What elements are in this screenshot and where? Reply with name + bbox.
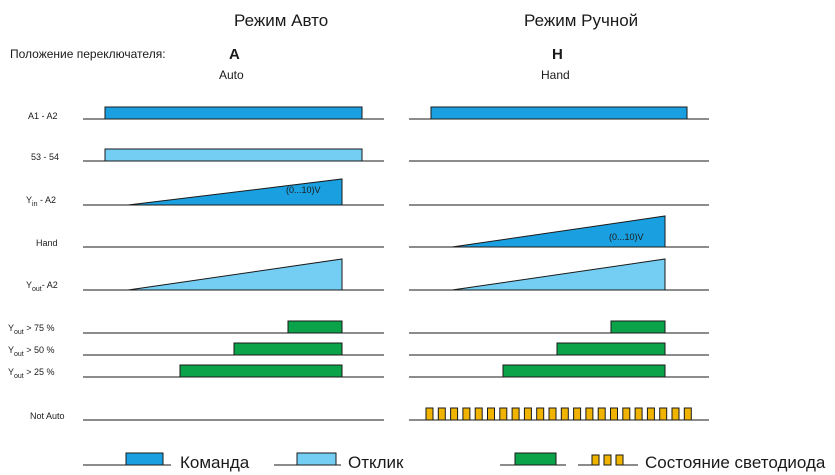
legend-label-response: Отклик [348,454,404,471]
legend-swatch-green [515,453,556,465]
legend-swatch-response [297,453,336,465]
pulse-yout25-hand [503,365,665,377]
led-pulse [635,408,642,420]
ramp-yout-auto [128,259,342,290]
pulse-a1a2-hand [431,107,687,119]
range-label-yin: (0...10)V [286,185,321,195]
led-pulse [488,408,495,420]
pulse-yout50-hand [557,343,665,355]
pulse-a1a2-auto [105,107,362,119]
legend-swatch-led-1 [592,455,599,465]
legend-label-led-state: Состояние светодиода [645,454,825,471]
led-pulse [500,408,507,420]
led-pulse [438,408,445,420]
pulse-yout25-auto [180,365,342,377]
ramp-yout-hand [452,259,665,290]
led-pulse [524,408,531,420]
led-pulse [475,408,482,420]
led-pulse [426,408,433,420]
led-pulse [611,408,618,420]
led-pulse [647,408,654,420]
range-label-hand: (0...10)V [609,232,644,242]
legend-swatch-led-2 [604,455,611,465]
legend-label-command: Команда [180,454,249,471]
led-pulse [561,408,568,420]
led-pulse [623,408,630,420]
led-pulse [512,408,519,420]
led-pulse [598,408,605,420]
led-pulse [463,408,470,420]
led-pulse [451,408,458,420]
led-pulse [586,408,593,420]
led-pulse-train [426,408,691,420]
pulse-yout75-auto [288,321,342,333]
led-pulse [537,408,544,420]
pulse-5354-auto [105,149,362,161]
led-pulse [672,408,679,420]
led-pulse [549,408,556,420]
pulse-yout75-hand [611,321,665,333]
led-pulse [574,408,581,420]
legend-swatch-led-3 [616,455,623,465]
led-pulse [660,408,667,420]
led-pulse [684,408,691,420]
legend-swatch-command [126,453,163,465]
pulse-yout50-auto [234,343,342,355]
